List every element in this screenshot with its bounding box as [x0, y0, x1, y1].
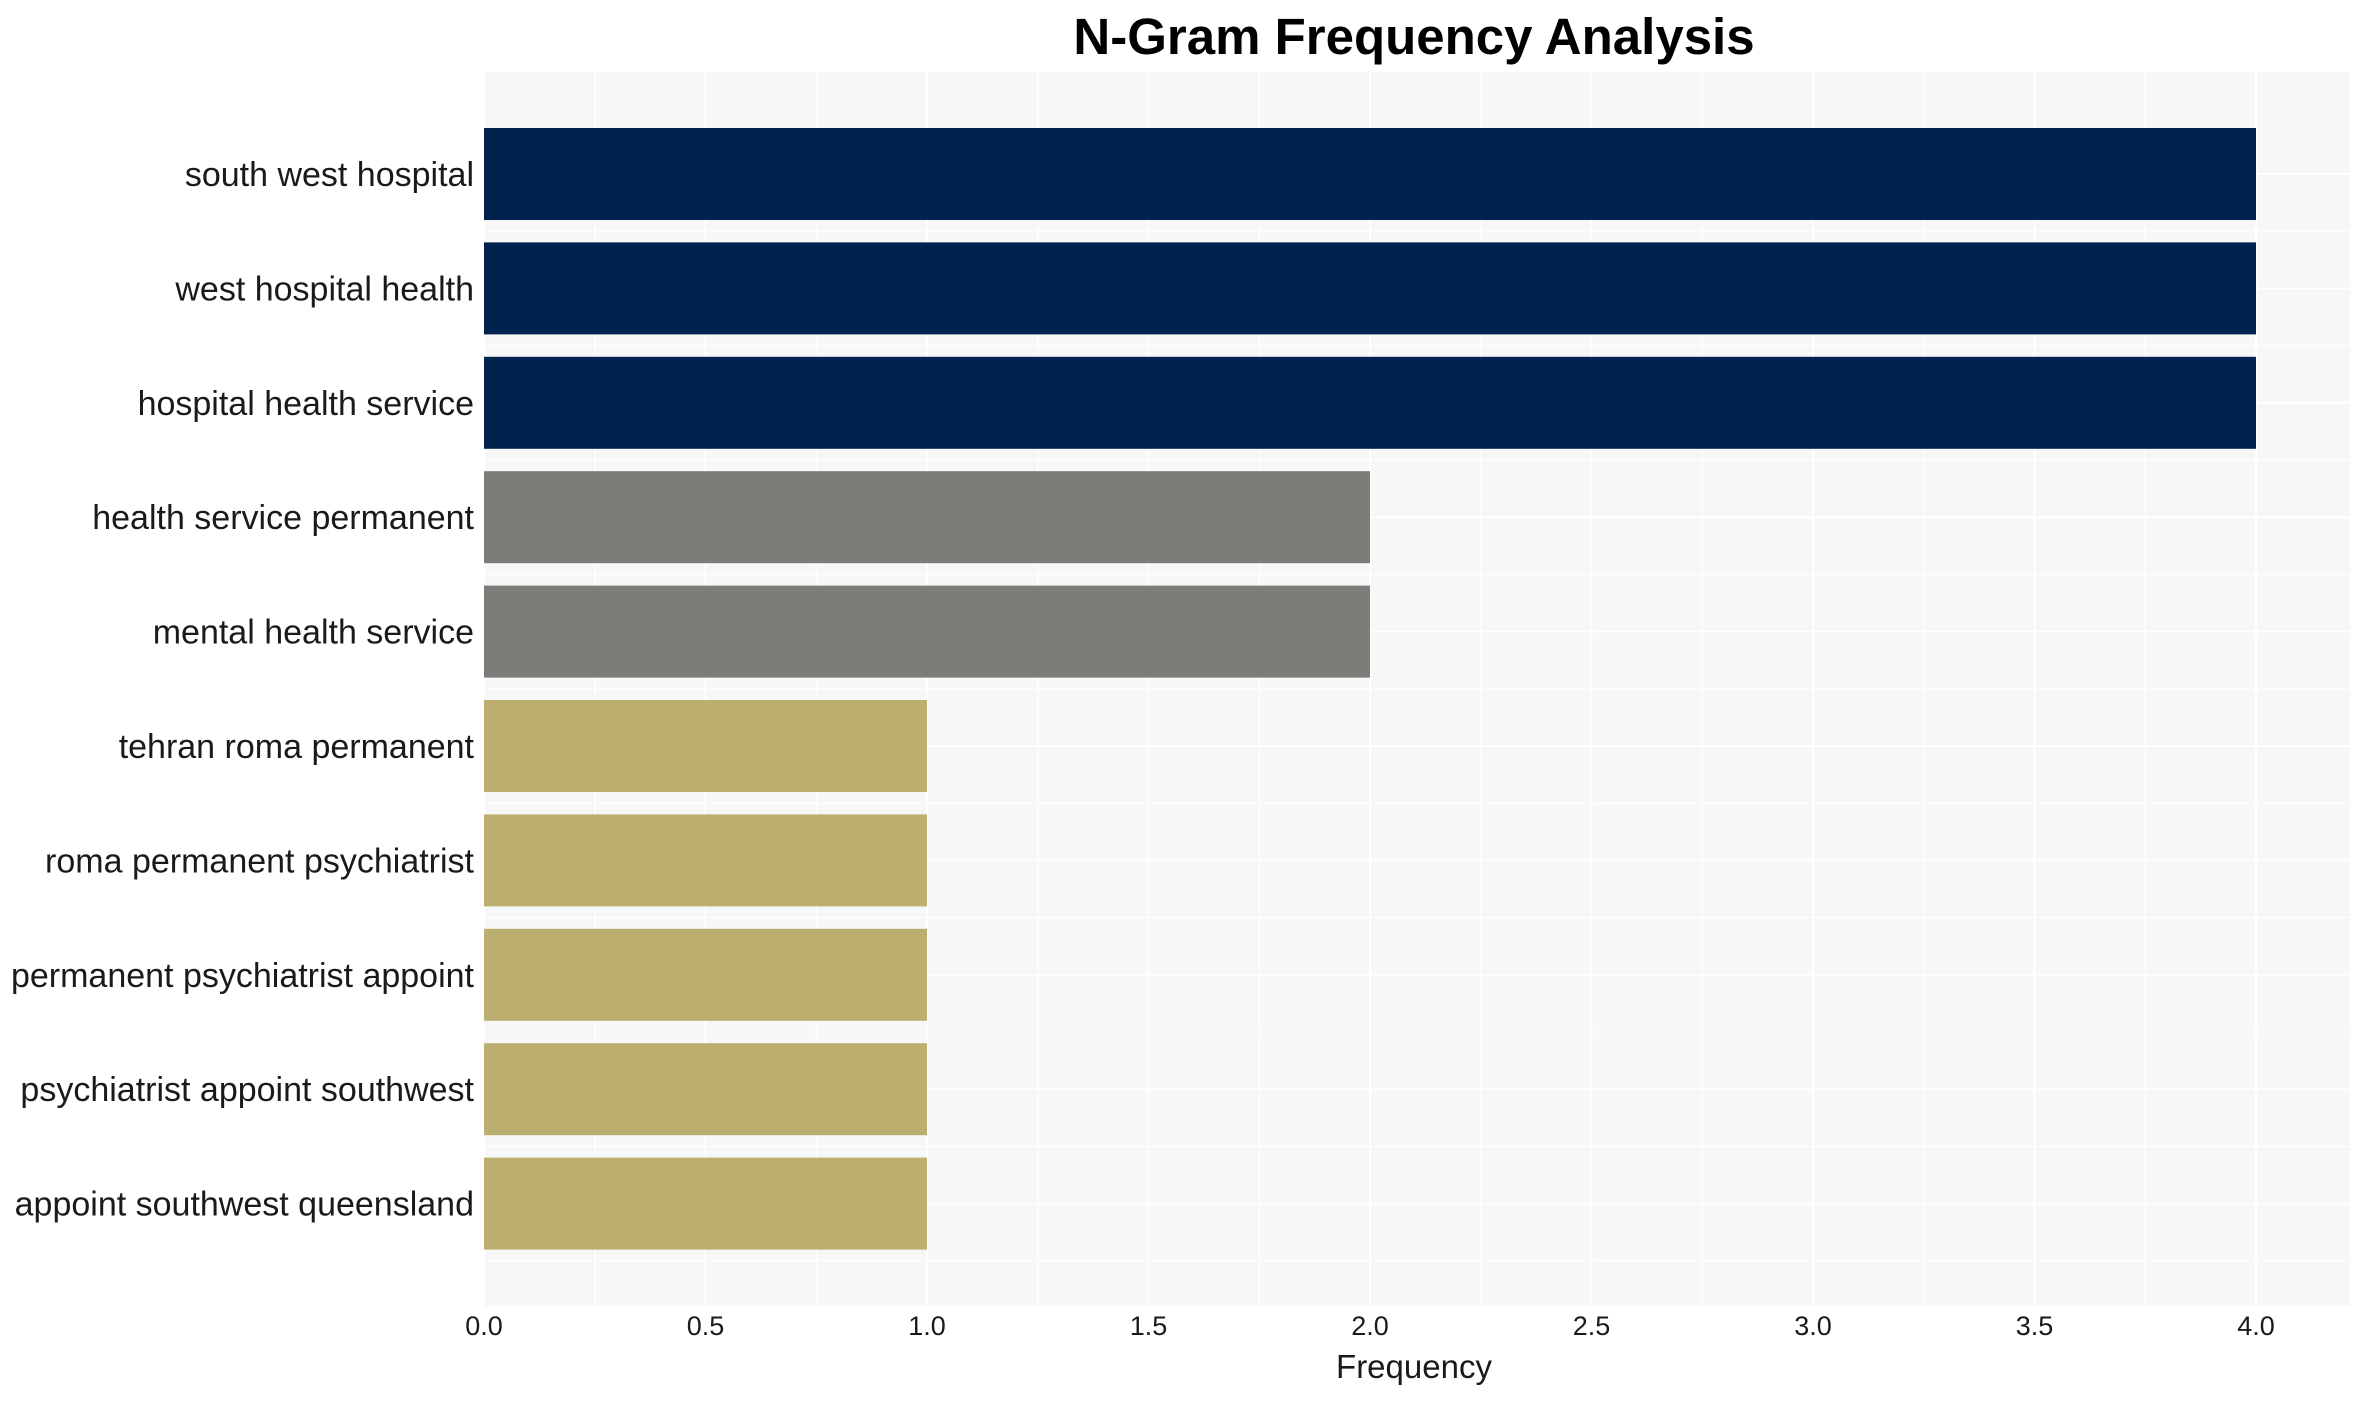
x-axis-label: Frequency: [1336, 1348, 1492, 1385]
bar: [484, 700, 927, 792]
bar: [484, 471, 1370, 564]
category-label: health service permanent: [92, 499, 474, 537]
bar: [484, 928, 927, 1021]
category-label: west hospital health: [174, 270, 474, 308]
category-label: appoint southwest queensland: [15, 1186, 474, 1224]
category-label: roma permanent psychiatrist: [45, 842, 475, 880]
x-tick-label: 2.0: [1351, 1311, 1389, 1341]
category-label: tehran roma permanent: [119, 728, 475, 766]
category-label: south west hospital: [185, 156, 474, 194]
x-tick-label: 1.5: [1130, 1311, 1168, 1341]
x-tick-label: 0.5: [687, 1311, 725, 1341]
category-label: mental health service: [153, 614, 474, 652]
x-tick-label: 2.5: [1573, 1311, 1611, 1341]
category-labels: south west hospital west hospital health h…: [11, 156, 475, 1224]
x-tick-label: 1.0: [908, 1311, 946, 1341]
category-label: psychiatrist appoint southwest: [20, 1071, 474, 1109]
bar: [484, 1157, 927, 1250]
chart-title: N-Gram Frequency Analysis: [1073, 8, 1754, 65]
x-tick-label: 0.0: [465, 1311, 503, 1341]
bar: [484, 585, 1370, 678]
bar: [484, 242, 2256, 335]
x-tick-label: 3.5: [2016, 1311, 2054, 1341]
bars: [484, 128, 2256, 1250]
x-tick-labels: 0.0 0.5 1.0 1.5 2.0 2.5 3.0 3.5 4.0: [465, 1311, 2275, 1341]
bar: [484, 1043, 927, 1136]
category-label: permanent psychiatrist appoint: [11, 957, 475, 995]
category-label: hospital health service: [138, 385, 474, 423]
bar: [484, 356, 2256, 449]
x-tick-label: 3.0: [1794, 1311, 1832, 1341]
bar: [484, 128, 2256, 220]
x-tick-label: 4.0: [2237, 1311, 2275, 1341]
bar: [484, 814, 927, 907]
